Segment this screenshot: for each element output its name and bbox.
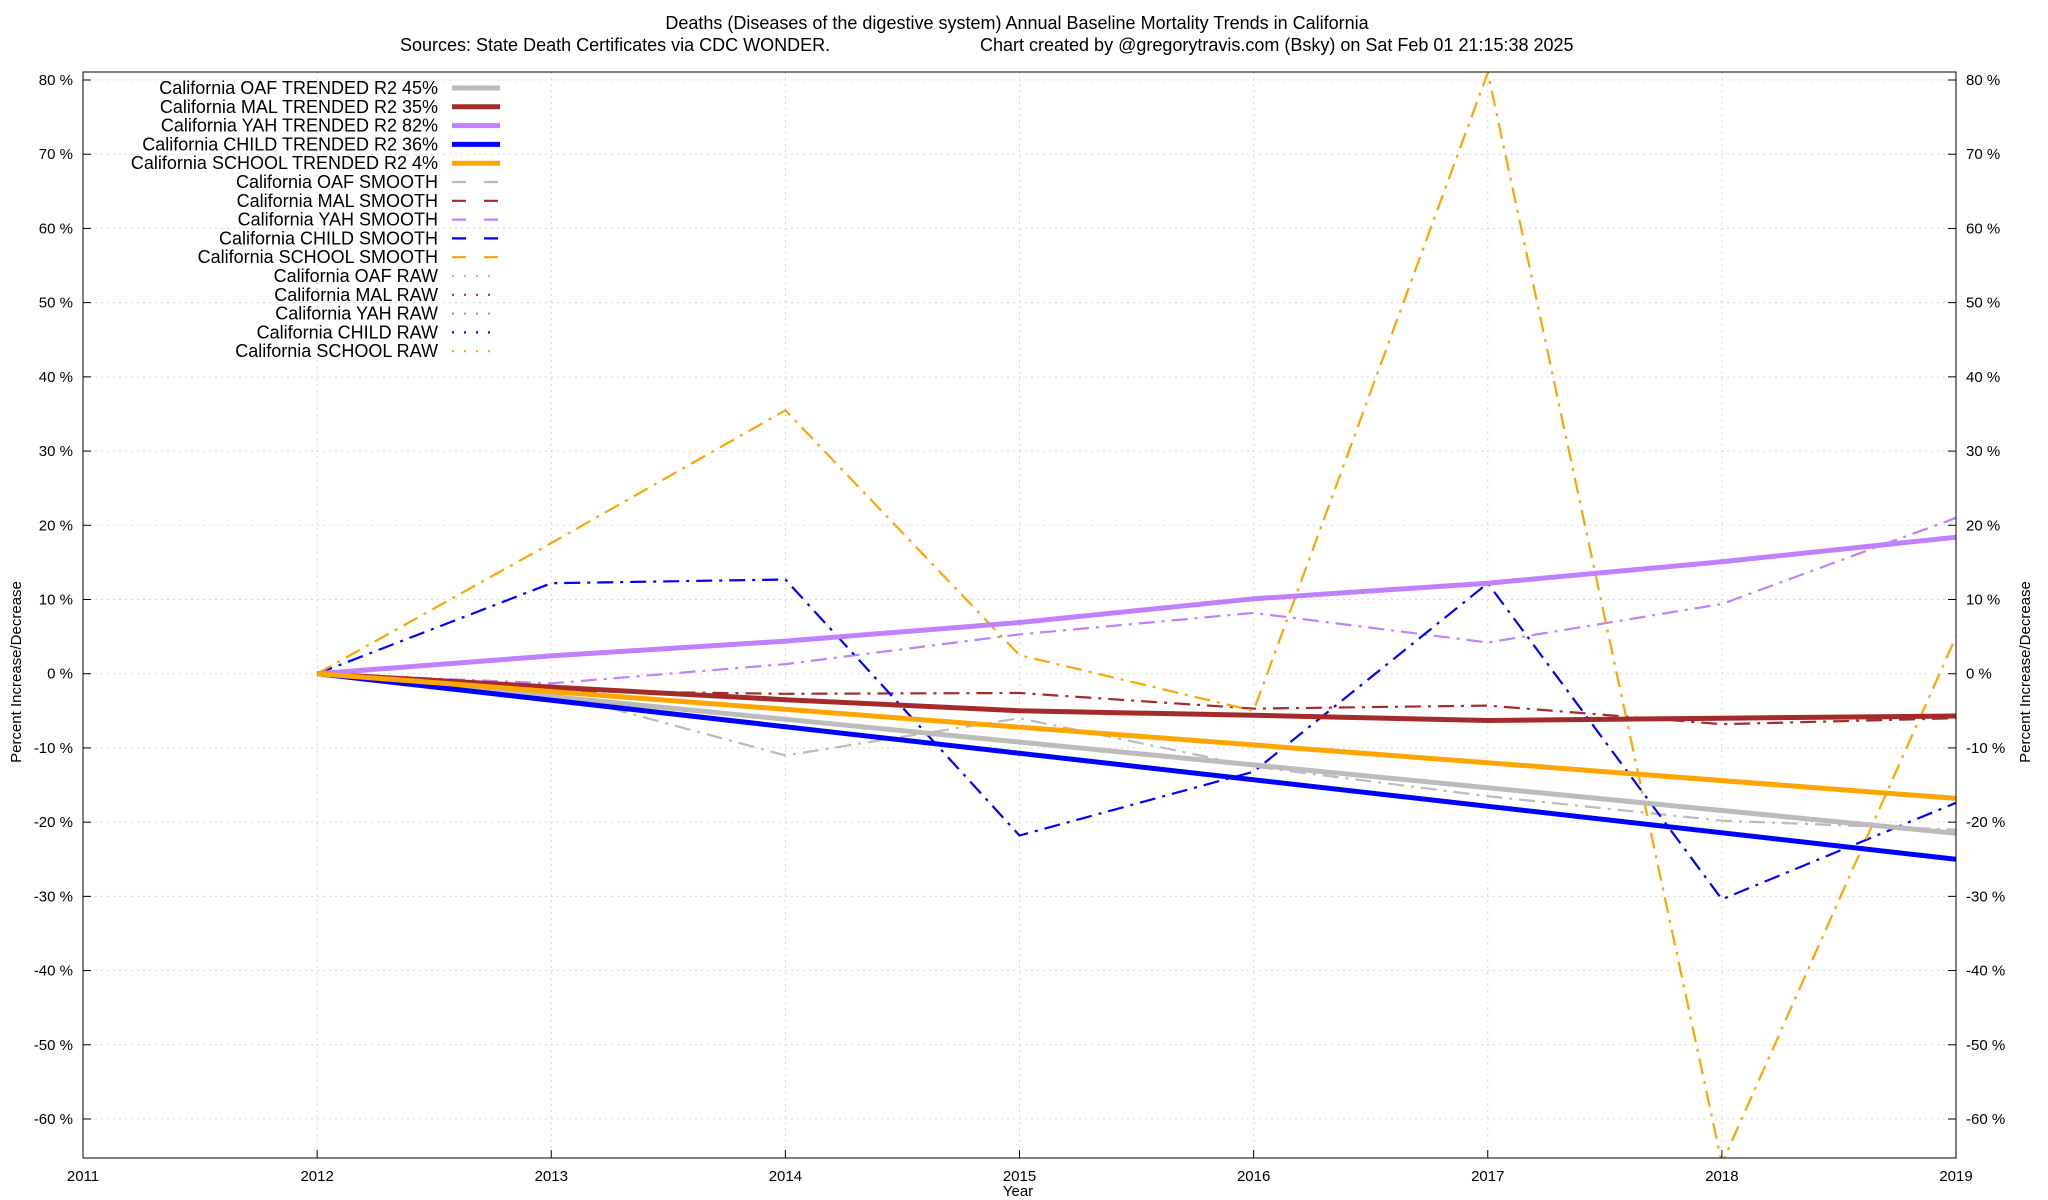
y-tick-label-right: -60 % <box>1966 1111 2005 1128</box>
legend-label: California CHILD SMOOTH <box>219 228 438 248</box>
y-axis-label: Percent Increase/Decrease <box>8 581 25 763</box>
series-line-3 <box>316 671 1956 862</box>
plot-area <box>316 72 1956 1158</box>
x-tick-label: 2017 <box>1471 1168 1504 1185</box>
y-tick-label-right: -50 % <box>1966 1037 2005 1054</box>
x-tick-label: 2013 <box>535 1168 568 1185</box>
y-tick-label: 40 % <box>39 369 73 386</box>
y-tick-label: 20 % <box>39 517 73 534</box>
legend-label: California CHILD RAW <box>257 322 438 342</box>
legend-label: California OAF TRENDED R2 45% <box>159 78 438 98</box>
legend-label: California YAH TRENDED R2 82% <box>161 116 438 136</box>
y-tick-label: -20 % <box>34 814 73 831</box>
x-tick-label: 2011 <box>67 1168 99 1185</box>
y-tick-label: 0 % <box>47 666 73 683</box>
x-tick-label: 2014 <box>769 1168 802 1185</box>
legend: California OAF TRENDED R2 45%California … <box>131 78 500 361</box>
series-line-7 <box>317 516 1956 685</box>
y-tick-label: 70 % <box>39 146 73 163</box>
axes: 80 % 80 % 70 % 70 % 60 % 60 % 50 % 50 % 40 % 40 %… <box>34 72 2005 1185</box>
legend-label: California SCHOOL SMOOTH <box>198 247 438 267</box>
series-line-8 <box>316 578 1956 901</box>
legend-label: California MAL TRENDED R2 35% <box>160 97 438 117</box>
legend-label: California CHILD TRENDED R2 36% <box>142 134 438 154</box>
y-tick-label-right: 60 % <box>1966 220 2000 237</box>
y-tick-label: -50 % <box>34 1037 73 1054</box>
y-tick-label-right: 10 % <box>1966 592 2000 609</box>
legend-label: California MAL RAW <box>274 285 438 305</box>
legend-label: California YAH RAW <box>275 304 438 324</box>
legend-label: California SCHOOL TRENDED R2 4% <box>131 153 438 173</box>
y-tick-label-right: 0 % <box>1966 666 1992 683</box>
y-tick-label: -10 % <box>34 740 73 757</box>
legend-label: California YAH SMOOTH <box>238 210 438 230</box>
x-tick-label: 2015 <box>1003 1168 1036 1185</box>
y-tick-label-right: 30 % <box>1966 443 2000 460</box>
y-tick-label: 10 % <box>39 592 73 609</box>
y-tick-label-right: 80 % <box>1966 72 2000 89</box>
chart-credit: Chart created by @gregorytravis.com (Bsk… <box>980 35 1574 55</box>
x-tick-label: 2019 <box>1939 1168 1972 1185</box>
y-tick-label-right: -10 % <box>1966 740 2005 757</box>
y-tick-label-right: -30 % <box>1966 888 2005 905</box>
y-tick-label-right: 20 % <box>1966 517 2000 534</box>
y-tick-label: -30 % <box>34 888 73 905</box>
y-tick-label: -40 % <box>34 963 73 980</box>
x-tick-label: 2012 <box>300 1168 333 1185</box>
y-tick-label-right: 50 % <box>1966 295 2000 312</box>
y-tick-label: -60 % <box>34 1111 73 1128</box>
x-axis-label: Year <box>1003 1183 1033 1200</box>
legend-label: California MAL SMOOTH <box>237 191 438 211</box>
x-tick-label: 2016 <box>1237 1168 1270 1185</box>
y-tick-label-right: 70 % <box>1966 146 2000 163</box>
series-line-2 <box>316 534 1956 677</box>
series-line-9 <box>316 72 1956 1158</box>
series-line-1 <box>316 671 1956 723</box>
y-tick-label-right: 40 % <box>1966 369 2000 386</box>
legend-label: California SCHOOL RAW <box>235 341 438 361</box>
legend-label: California OAF SMOOTH <box>236 172 438 192</box>
y-tick-label-right: -40 % <box>1966 963 2005 980</box>
y-tick-label: 50 % <box>39 295 73 312</box>
y-tick-label: 30 % <box>39 443 73 460</box>
legend-label: California OAF RAW <box>274 266 438 286</box>
x-tick-label: 2018 <box>1705 1168 1738 1185</box>
y-tick-label: 60 % <box>39 220 73 237</box>
grid <box>83 72 1956 1158</box>
y-tick-label-right: -20 % <box>1966 814 2005 831</box>
y-axis-label-right: Percent Increase/Decrease <box>2017 581 2034 763</box>
y-tick-label: 80 % <box>39 72 73 89</box>
chart-sources: Sources: State Death Certificates via CD… <box>400 35 830 55</box>
chart-title: Deaths (Diseases of the digestive system… <box>665 13 1369 33</box>
series-line-4 <box>316 671 1956 801</box>
series-line-0 <box>316 671 1956 836</box>
